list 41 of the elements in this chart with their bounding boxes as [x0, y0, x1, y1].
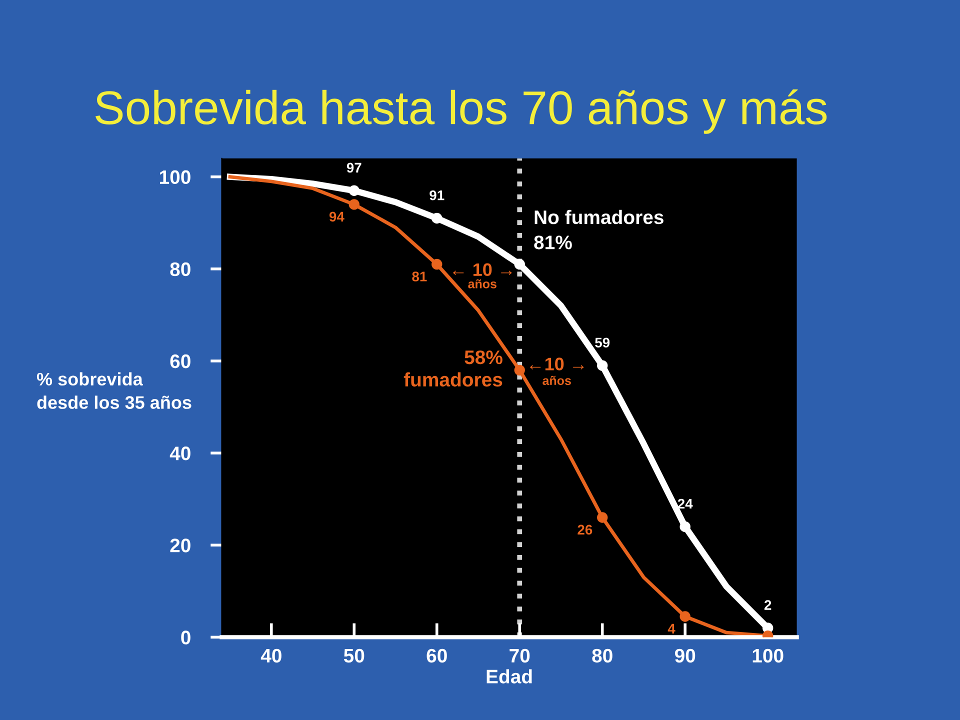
- data-label: 2: [764, 600, 772, 610]
- annotation: años: [468, 279, 496, 288]
- y-tick-label: 0: [181, 630, 190, 644]
- y-tick-label: 100: [160, 170, 190, 184]
- y-tick-label: 80: [170, 262, 190, 276]
- annotation: 58% fumadores: [404, 350, 502, 387]
- point: [432, 258, 442, 270]
- point: [432, 212, 442, 224]
- point: [680, 521, 690, 532]
- point: [597, 360, 608, 371]
- x-tick-label: 100: [752, 648, 784, 663]
- y-axis-title: % sobrevida desde los 35 años: [36, 372, 192, 409]
- y-tick-label: 40: [170, 446, 190, 460]
- point: [348, 185, 360, 196]
- x-tick-label: 80: [592, 648, 612, 663]
- data-label: 59: [595, 338, 610, 348]
- annotation: No fumadores 81%: [534, 210, 664, 250]
- x-axis-title: Edad: [486, 669, 532, 684]
- point: [514, 258, 525, 270]
- data-label: 81: [412, 272, 427, 282]
- y-tick-label: 60: [170, 354, 190, 368]
- x-tick-label: 90: [674, 648, 696, 663]
- x-tick-label: 50: [344, 648, 364, 663]
- data-label: 97: [346, 162, 362, 173]
- annotation: ← 10 →: [452, 263, 512, 276]
- point: [597, 512, 608, 523]
- chart-title: Sobrevida hasta los 70 años y más: [95, 89, 827, 134]
- data-label: 4: [668, 624, 676, 634]
- x-tick-label: 60: [426, 648, 447, 663]
- point: [514, 364, 525, 376]
- x-tick-label: 70: [510, 648, 530, 663]
- point: [348, 199, 360, 210]
- data-label: 94: [329, 212, 344, 222]
- x-tick-label: 40: [260, 648, 282, 663]
- point: [680, 611, 690, 622]
- data-label: 91: [430, 190, 444, 200]
- annotation: años: [542, 376, 571, 386]
- data-label: 26: [578, 524, 592, 535]
- annotation: ←10 →: [530, 358, 584, 370]
- y-tick-label: 20: [170, 538, 190, 552]
- data-label: 24: [678, 498, 693, 509]
